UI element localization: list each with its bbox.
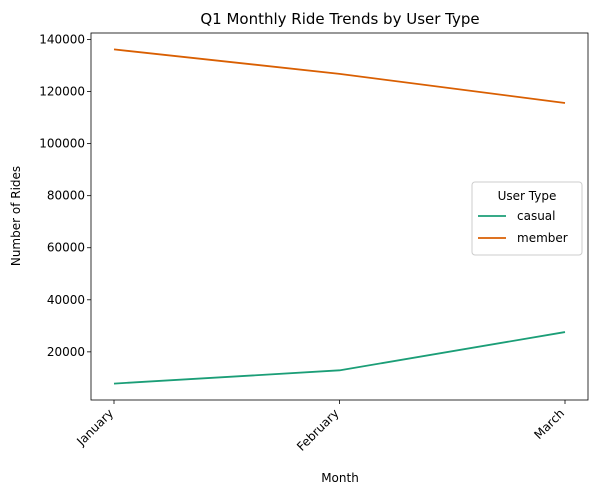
y-tick-label: 60000 bbox=[47, 241, 85, 255]
y-tick-label: 80000 bbox=[47, 189, 85, 203]
y-tick-label: 100000 bbox=[39, 137, 85, 151]
legend: User Type casual member bbox=[471, 181, 583, 256]
y-tick-label: 140000 bbox=[39, 33, 85, 47]
x-axis-label: Month bbox=[321, 471, 359, 485]
series-lines bbox=[113, 48, 566, 385]
legend-title: User Type bbox=[498, 189, 557, 203]
plot-area-frame bbox=[90, 32, 589, 401]
legend-label-member: member bbox=[517, 231, 568, 245]
y-axis-label: Number of Rides bbox=[9, 166, 23, 266]
y-tick-label: 20000 bbox=[47, 345, 85, 359]
series-line-member bbox=[113, 48, 566, 104]
y-tick-label: 120000 bbox=[39, 85, 85, 99]
legend-label-casual: casual bbox=[517, 209, 556, 223]
series-line-casual bbox=[113, 331, 566, 385]
y-tick-label: 40000 bbox=[47, 293, 85, 307]
legend-box bbox=[471, 181, 583, 256]
chart-title: Q1 Monthly Ride Trends by User Type bbox=[200, 10, 479, 28]
y-axis-ticks: 20000 40000 60000 80000 100000 120000 140000 bbox=[39, 33, 91, 359]
legend-items: casual member bbox=[478, 209, 568, 245]
